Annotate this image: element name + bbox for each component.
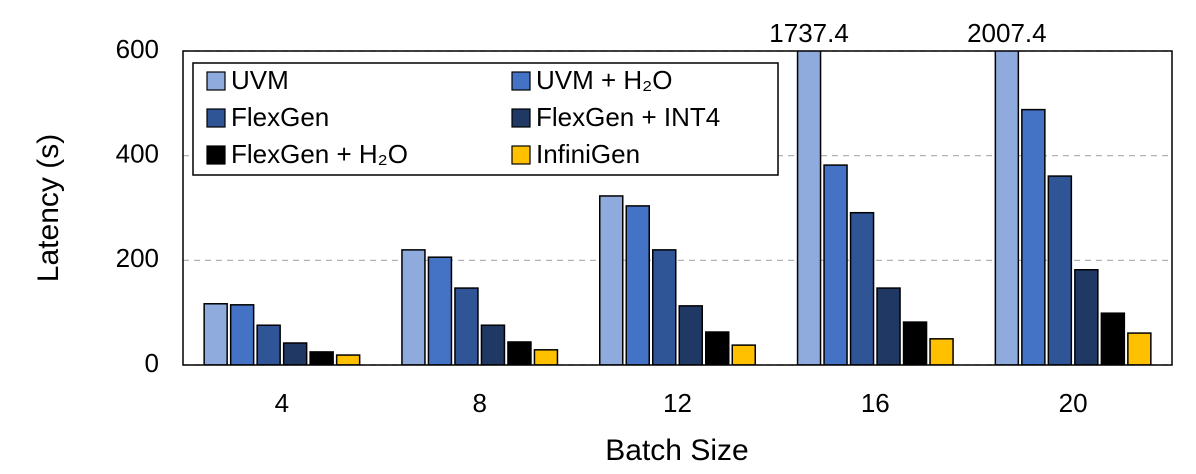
y-tick-label: 0 bbox=[145, 348, 159, 378]
value-label: 2007.4 bbox=[967, 18, 1047, 48]
legend-swatch bbox=[206, 108, 226, 128]
bar bbox=[902, 321, 928, 365]
y-tick-label: 400 bbox=[116, 139, 159, 169]
value-label: 1737.4 bbox=[769, 18, 849, 48]
bar bbox=[599, 195, 624, 365]
bar bbox=[229, 304, 255, 365]
bar bbox=[507, 341, 532, 365]
bar bbox=[705, 331, 730, 365]
legend-label: UVM bbox=[231, 65, 289, 95]
x-tick-label: 16 bbox=[861, 388, 890, 418]
bar bbox=[454, 287, 479, 365]
bar bbox=[256, 324, 281, 365]
legend-label: FlexGen + INT4 bbox=[536, 102, 720, 132]
bar bbox=[427, 256, 453, 365]
legend-label: UVM + H₂O bbox=[536, 65, 673, 95]
bar bbox=[796, 51, 822, 365]
bar bbox=[1127, 332, 1152, 365]
bar bbox=[929, 338, 954, 365]
legend-label: FlexGen + H₂O bbox=[231, 139, 408, 169]
bar bbox=[203, 303, 228, 365]
x-axis-label: Batch Size bbox=[605, 434, 748, 467]
bar bbox=[1047, 175, 1073, 365]
bar bbox=[309, 351, 334, 365]
y-axis-label: Latency (s) bbox=[32, 134, 65, 282]
bar bbox=[1074, 269, 1099, 365]
bar bbox=[1100, 312, 1126, 365]
x-tick-label: 8 bbox=[472, 388, 486, 418]
bar bbox=[401, 249, 426, 365]
bar bbox=[849, 211, 875, 365]
legend-label: FlexGen bbox=[231, 102, 329, 132]
plot-frame bbox=[182, 50, 1173, 366]
legend-swatch bbox=[206, 145, 226, 165]
legend-swatch bbox=[511, 71, 531, 91]
x-tick-label: 20 bbox=[1059, 388, 1088, 418]
legend-swatch bbox=[511, 108, 531, 128]
legend-box bbox=[192, 62, 779, 176]
legend-swatch bbox=[206, 71, 226, 91]
bar bbox=[282, 342, 308, 365]
bar bbox=[652, 249, 677, 365]
bar bbox=[678, 305, 703, 365]
bar bbox=[1021, 108, 1046, 365]
bar bbox=[731, 344, 756, 365]
bar bbox=[480, 324, 506, 365]
y-tick-label: 200 bbox=[116, 243, 159, 273]
legend-swatch bbox=[511, 145, 531, 165]
bar bbox=[335, 354, 361, 365]
bar bbox=[625, 205, 650, 365]
bar bbox=[533, 349, 559, 365]
y-tick-label: 600 bbox=[116, 34, 159, 64]
bar bbox=[876, 287, 901, 365]
bar bbox=[823, 164, 848, 365]
x-tick-label: 4 bbox=[275, 388, 289, 418]
bar bbox=[994, 51, 1020, 365]
x-tick-label: 12 bbox=[663, 388, 692, 418]
legend-label: InfiniGen bbox=[536, 139, 640, 169]
